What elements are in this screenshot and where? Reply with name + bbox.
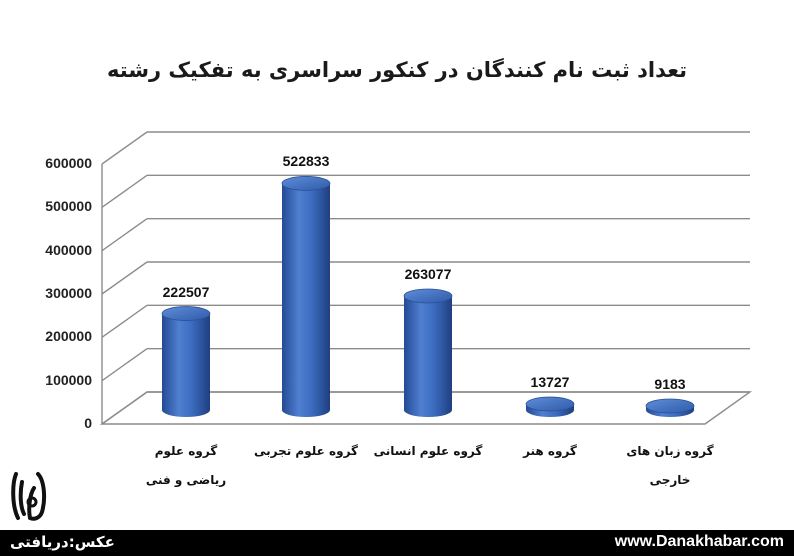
bar	[525, 396, 575, 417]
category-label-line: گروه علوم	[154, 444, 218, 458]
category-label: گروه علوم انسانی	[363, 437, 493, 466]
category-label: گروه زبان های خارجی	[605, 437, 735, 495]
bar-cap	[161, 306, 211, 321]
category-label: گروه هنر	[485, 437, 615, 466]
data-label: 263077	[404, 265, 452, 282]
y-tick-label: 200000	[45, 328, 92, 345]
y-tick-label: 100000	[45, 371, 92, 388]
category-label-line: خارجی	[649, 473, 691, 487]
y-tick-label: 300000	[45, 285, 92, 301]
category-label: گروه علوم تجربی	[241, 437, 371, 466]
bar	[645, 398, 695, 417]
bar-cap	[281, 176, 331, 191]
bar-body	[162, 313, 210, 417]
axis	[99, 164, 753, 425]
gridline	[101, 131, 148, 165]
category-label-line: گروه زبان های	[626, 444, 714, 458]
bar	[403, 288, 453, 417]
gridline	[101, 348, 148, 382]
gridline	[101, 174, 148, 208]
chart-title: تعداد ثبت نام کنندگان در کنکور سراسری به…	[107, 58, 687, 82]
y-tick-label: 0	[84, 415, 92, 431]
danakhabar-logo-icon	[11, 472, 47, 521]
bar	[281, 176, 331, 417]
category-label-line: گروه علوم تجربی	[253, 444, 359, 458]
y-tick-label: 400000	[45, 241, 92, 258]
bar-body	[404, 295, 452, 417]
category-label-line: گروه هنر	[523, 444, 577, 458]
bar-cap	[645, 398, 695, 414]
site-url[interactable]: www.Danakhabar.com	[614, 533, 784, 550]
gridline	[101, 218, 148, 252]
data-label: 222507	[162, 283, 210, 300]
gridline	[101, 304, 148, 338]
bar-cap	[403, 288, 453, 304]
photo-credit: عکس:دریافتی	[10, 533, 115, 551]
bar-body	[282, 183, 330, 417]
category-label: گروه علوم ریاضی و فنی	[121, 437, 251, 495]
y-tick-label: 600000	[45, 155, 92, 171]
bar-cap	[525, 396, 575, 412]
bar	[161, 306, 211, 417]
category-label-line: ریاضی و فنی	[145, 473, 227, 487]
data-label: 9183	[654, 376, 686, 393]
category-label-line: گروه علوم انسانی	[373, 444, 483, 458]
footer-bar: عکس:دریافتی www.Danakhabar.com	[0, 530, 794, 556]
y-tick-label: 500000	[45, 198, 92, 215]
data-label: 522833	[282, 153, 330, 170]
gridline	[101, 261, 148, 295]
bars	[161, 176, 695, 417]
chart-floor	[99, 391, 753, 425]
data-label: 13727	[530, 374, 570, 391]
